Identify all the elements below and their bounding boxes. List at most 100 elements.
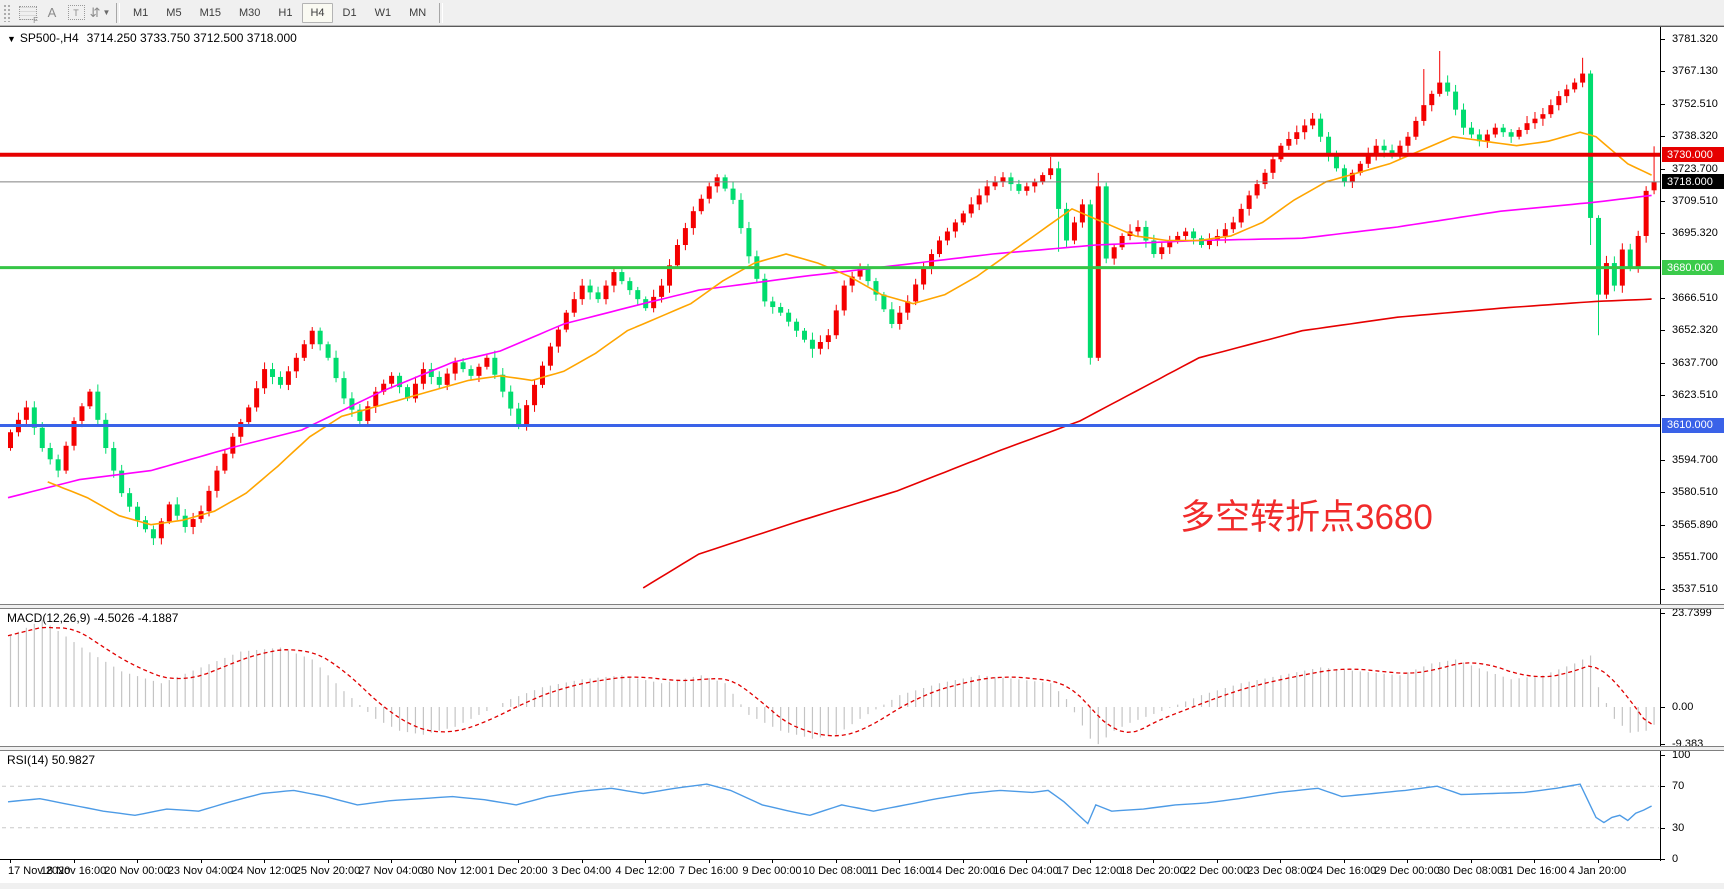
- pane-splitter[interactable]: [0, 746, 1724, 751]
- price-axis-label: 3594.700: [1672, 453, 1718, 466]
- price-axis-label: 3752.510: [1672, 97, 1718, 110]
- timeframe-button-m5[interactable]: M5: [166, 6, 182, 19]
- price-axis-tick: [1660, 524, 1665, 526]
- time-axis-label: 31 Dec 16:00: [1501, 865, 1567, 877]
- chart-context-triangle-icon[interactable]: ▼: [7, 34, 16, 44]
- timeframe-button-mn[interactable]: MN: [409, 6, 427, 19]
- timeframe-button-h4[interactable]: H4: [302, 2, 333, 23]
- text-label-icon[interactable]: T: [65, 3, 87, 23]
- macd-signal-line: [7, 626, 1652, 737]
- price-axis-label: 3781.320: [1672, 33, 1718, 45]
- rsi-line: [7, 783, 1652, 825]
- timeframe-button-h1[interactable]: H1: [278, 6, 293, 19]
- time-axis-label: 22 Dec 00:00: [1183, 865, 1250, 877]
- rsi-axis-label: 100: [1672, 749, 1691, 761]
- time-axis-label: 4 Dec 12:00: [615, 865, 675, 877]
- time-axis-tick: [772, 859, 773, 863]
- time-axis-label: 24 Nov 12:00: [231, 865, 297, 877]
- time-axis-tick: [708, 859, 710, 863]
- chart-text-annotation: 多空转折点3680: [1180, 498, 1433, 537]
- macd-axis-label: 23.7399: [1672, 606, 1712, 619]
- font-a-icon[interactable]: A: [47, 5, 57, 20]
- price-axis-label: 3723.700: [1672, 162, 1718, 175]
- time-axis-tick: [1280, 859, 1281, 863]
- timeframe-button-m30[interactable]: M30: [238, 6, 261, 19]
- price-badge: 3730.000: [1662, 147, 1724, 163]
- time-axis-label: 7 Dec 16:00: [678, 865, 739, 877]
- time-axis-label: 1 Dec 20:00: [488, 865, 548, 877]
- price-axis-label: 3565.890: [1672, 518, 1718, 531]
- time-axis-tick: [137, 859, 138, 863]
- price-axis-tick: [1660, 330, 1665, 331]
- time-axis-label: 30 Nov 12:00: [421, 865, 488, 877]
- time-axis-line: [0, 859, 1661, 860]
- macd-values: -4.5026 -4.1887: [93, 611, 179, 625]
- price-axis-tick: [1660, 233, 1665, 234]
- rsi-axis-tick: [1660, 859, 1665, 860]
- macd-axis-tick: [1660, 707, 1665, 708]
- price-axis-label: 3738.320: [1672, 130, 1718, 142]
- price-axis-tick: [1660, 200, 1665, 202]
- price-axis-tick: [1660, 491, 1665, 493]
- time-axis-label: 3 Dec 04:00: [551, 865, 612, 877]
- price-axis-label: 3551.700: [1672, 550, 1718, 563]
- chart-canvas[interactable]: [0, 27, 1724, 889]
- time-axis-tick: [518, 859, 519, 863]
- macd-name: MACD(12,26,9): [7, 611, 91, 625]
- time-axis-tick: [391, 859, 392, 863]
- time-axis-label: 27 Nov 04:00: [358, 865, 424, 877]
- timeframe-button-d1[interactable]: D1: [342, 6, 357, 19]
- time-axis-label: 23 Nov 04:00: [167, 865, 234, 877]
- macd-indicator-label: MACD(12,26,9) -4.5026 -4.1887: [7, 611, 178, 625]
- ma-line: [7, 194, 1652, 499]
- chart-window[interactable]: ▼ SP500-,H4 3714.250 3733.750 3712.500 371…: [0, 26, 1724, 889]
- price-axis-label: 3537.510: [1672, 583, 1718, 595]
- price-axis-tick: [1660, 136, 1665, 137]
- time-axis-label: 11 Dec 16:00: [866, 865, 932, 877]
- macd-axis-label: 0.00: [1672, 701, 1694, 713]
- time-axis-tick: [454, 859, 456, 863]
- timeframe-button-m1[interactable]: M1: [133, 6, 149, 19]
- time-axis-tick: [835, 859, 837, 863]
- time-axis-label: 18 Dec 20:00: [1120, 865, 1186, 877]
- time-axis-tick: [1153, 859, 1154, 863]
- price-axis-tick: [1660, 556, 1665, 558]
- time-axis-label: 24 Dec 16:00: [1310, 865, 1377, 877]
- toolbar-separator: [116, 2, 120, 23]
- time-axis-label: 20 Nov 00:00: [104, 865, 170, 877]
- time-axis-label: 23 Dec 08:00: [1247, 865, 1313, 877]
- price-axis-tick: [1660, 103, 1665, 105]
- time-axis-label: 4 Jan 20:00: [1568, 865, 1627, 877]
- timeframe-button-m15[interactable]: M15: [199, 6, 221, 19]
- time-axis-label: 29 Dec 00:00: [1374, 865, 1440, 877]
- price-axis-label: 3623.510: [1672, 388, 1718, 401]
- rsi-name: RSI(14): [7, 753, 49, 767]
- time-axis-tick: [73, 859, 75, 863]
- arrows-style-icon[interactable]: ⇵ ▼: [89, 4, 111, 20]
- chart-shift-icon[interactable]: F: [17, 3, 39, 25]
- pane-splitter[interactable]: [0, 604, 1724, 609]
- price-axis-line: [1660, 27, 1661, 861]
- price-axis-tick: [1660, 459, 1665, 461]
- timeframe-button-w1[interactable]: W1: [374, 6, 392, 19]
- price-axis-tick: [1660, 71, 1665, 72]
- time-axis-label: 30 Dec 08:00: [1437, 865, 1504, 877]
- chart-symbol-period: SP500-,H4: [19, 31, 79, 45]
- toolbar-grip[interactable]: [3, 3, 12, 22]
- dropdown-caret-icon[interactable]: ▼: [102, 8, 111, 17]
- time-axis-label: 17 Dec 12:00: [1056, 865, 1123, 877]
- price-axis-label: 3767.130: [1672, 65, 1718, 77]
- rsi-axis-label: 30: [1672, 821, 1685, 834]
- ma-line: [642, 298, 1652, 589]
- toolbar-separator: [439, 2, 444, 23]
- rsi-axis-label: 0: [1672, 853, 1679, 865]
- time-axis-tick: [1026, 859, 1027, 863]
- time-axis-tick: [1407, 859, 1408, 863]
- chart-title: ▼ SP500-,H4 3714.250 3733.750 3712.500 371…: [7, 31, 297, 45]
- rsi-axis-tick: [1660, 755, 1665, 756]
- time-axis-tick: [264, 859, 265, 863]
- time-axis-label: 16 Dec 04:00: [993, 865, 1059, 877]
- macd-axis-tick: [1660, 744, 1665, 746]
- time-axis-label: 9 Dec 00:00: [742, 865, 802, 877]
